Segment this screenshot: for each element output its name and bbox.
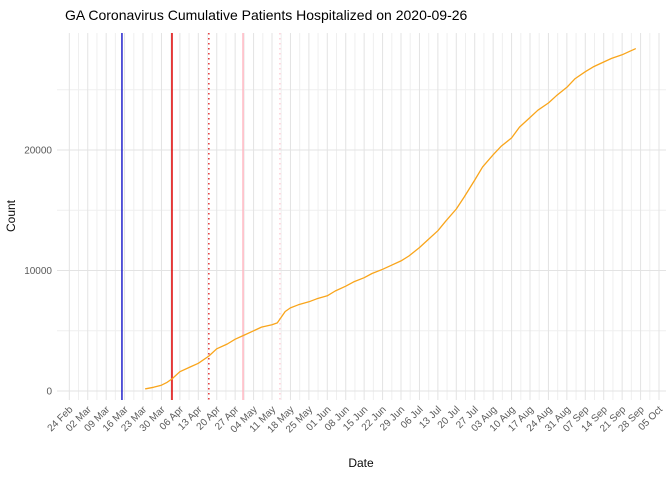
y-tick-label: 0 bbox=[46, 387, 52, 398]
major-gridlines bbox=[57, 33, 666, 400]
event-vlines bbox=[121, 33, 281, 400]
chart-title: GA Coronavirus Cumulative Patients Hospi… bbox=[65, 7, 468, 23]
y-tick-labels: 0 10000 20000 bbox=[24, 146, 52, 398]
data-series bbox=[144, 48, 636, 390]
y-axis-title: Count bbox=[4, 199, 18, 232]
x-axis-title: Date bbox=[348, 456, 374, 470]
y-tick-label: 10000 bbox=[24, 266, 52, 277]
y-tick-label: 20000 bbox=[24, 146, 52, 157]
minor-gridlines bbox=[57, 33, 666, 400]
cumulative-patients-hospitalized-line bbox=[144, 48, 636, 390]
